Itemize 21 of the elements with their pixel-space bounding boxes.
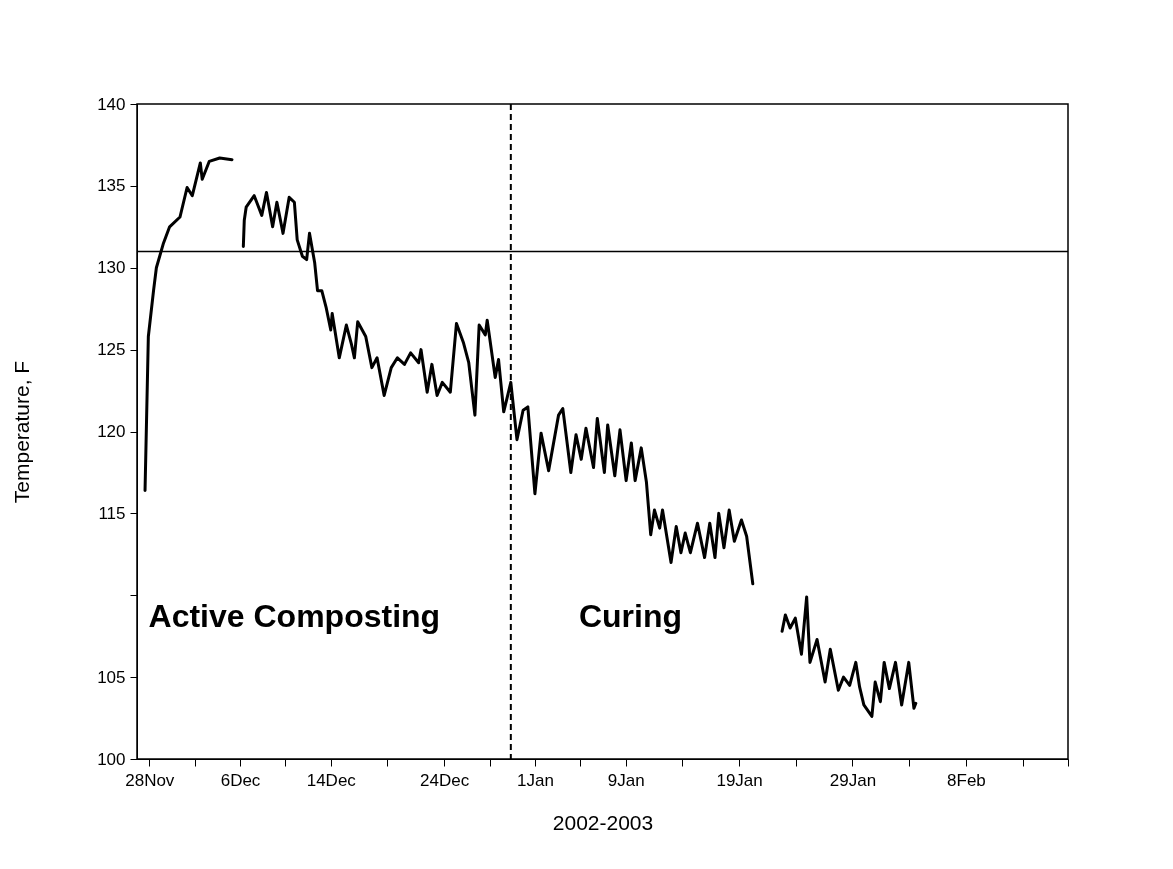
x-tick-label: 19Jan xyxy=(716,770,763,790)
x-tick-label: 8Feb xyxy=(947,770,986,790)
x-tick-label: 14Dec xyxy=(306,770,357,790)
x-tick-label: 9Jan xyxy=(607,770,645,790)
x-tick-label: 28Nov xyxy=(125,770,175,790)
annotation: Active Composting xyxy=(148,597,441,634)
y-tick-label: 100 xyxy=(97,749,126,769)
x-tick-label: 24Dec xyxy=(420,770,470,790)
x-tick-label: 29Jan xyxy=(829,770,877,790)
x-tick-label: 6Dec xyxy=(220,770,261,790)
x-tick-label: 1Jan xyxy=(516,770,554,790)
y-tick-label: 140 xyxy=(97,94,126,114)
y-tick-label: 135 xyxy=(97,176,126,196)
y-axis-title: Temperature, F xyxy=(10,360,34,504)
y-tick-label: 120 xyxy=(97,422,126,441)
x-axis-title: 2002-2003 xyxy=(552,810,654,834)
y-tick-label: 115 xyxy=(98,503,126,523)
annotation: Curing xyxy=(578,597,682,634)
y-tick-label: 105 xyxy=(97,667,126,687)
y-tick-label: 130 xyxy=(97,258,126,278)
y-tick-label: 125 xyxy=(97,340,126,360)
